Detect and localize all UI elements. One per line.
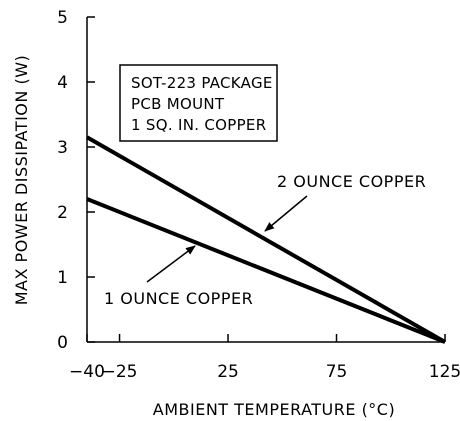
x-tick-label: −25	[102, 362, 138, 382]
callout-2oz-arrow	[264, 195, 308, 232]
x-tick-label: −40	[69, 362, 105, 382]
callout-1oz-label: 1 OUNCE COPPER	[104, 289, 253, 308]
x-ticks: −40−25 25 75 125	[69, 334, 460, 382]
y-tick-label: 0	[57, 333, 68, 353]
callouts: 2 OUNCE COPPER 1 OUNCE COPPER	[104, 172, 426, 308]
series-lines	[86, 135, 446, 344]
callout-2oz-label: 2 OUNCE COPPER	[277, 172, 426, 191]
x-tick-label: 75	[326, 362, 348, 382]
axes	[86, 17, 445, 343]
y-tick-label: 5	[57, 8, 68, 28]
annotation-line-1: SOT-223 PACKAGE	[131, 74, 273, 92]
annotation-box-frame	[119, 64, 278, 142]
y-tick-label: 4	[57, 73, 68, 93]
series-line	[86, 197, 446, 344]
x-tick-label: 25	[217, 362, 239, 382]
x-tick-label: 125	[429, 362, 460, 382]
callout-1oz-arrow	[146, 245, 196, 283]
annotation-box: SOT-223 PACKAGE PCB MOUNT 1 SQ. IN. COPP…	[119, 64, 278, 142]
series-line	[86, 135, 446, 344]
y-ticks: 0 1 2 3 4 5	[57, 8, 95, 353]
y-axis-label: MAX POWER DISSIPATION (W)	[12, 55, 31, 306]
annotation-line-3: 1 SQ. IN. COPPER	[131, 116, 266, 134]
x-axis-label: AMBIENT TEMPERATURE (°C)	[153, 400, 395, 419]
y-tick-label: 1	[57, 268, 68, 288]
y-tick-label: 2	[57, 203, 68, 223]
y-tick-label: 3	[57, 138, 68, 158]
annotation-line-2: PCB MOUNT	[131, 95, 225, 113]
